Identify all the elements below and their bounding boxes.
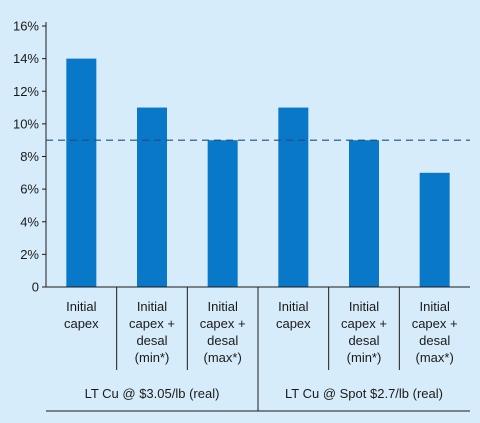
category-label: capex +	[341, 316, 387, 331]
category-label: (max*)	[204, 350, 242, 365]
y-tick-label: 8%	[20, 149, 39, 164]
category-label: capex +	[200, 316, 246, 331]
category-label: (min*)	[347, 350, 382, 365]
bars	[66, 58, 450, 287]
bar	[349, 140, 379, 287]
category-label: capex +	[129, 316, 175, 331]
category-label: desal	[419, 333, 450, 348]
category-label: (min*)	[135, 350, 170, 365]
bar	[207, 140, 238, 287]
category-label: capex	[64, 316, 99, 331]
y-tick-label: 2%	[20, 247, 39, 262]
group-label: LT Cu @ Spot $2.7/lb (real)	[285, 386, 443, 401]
y-tick-label: 12%	[13, 84, 39, 99]
y-tick-label: 10%	[13, 116, 39, 131]
category-label: Initial	[66, 299, 96, 314]
y-tick-label: 6%	[20, 182, 39, 197]
y-tick-label: 16%	[13, 19, 39, 34]
x-axis: Initial capex Initial capex + desal (min*) Ini…	[46, 286, 470, 412]
group-label: LT Cu @ $3.05/lb (real)	[85, 386, 220, 401]
category-label: (max*)	[416, 350, 454, 365]
bar	[419, 172, 450, 287]
y-tick-label: 4%	[20, 214, 39, 229]
category-label: capex	[276, 316, 311, 331]
y-tick-label: 0	[32, 280, 39, 295]
bar	[137, 107, 167, 287]
y-axis: 0 2% 4% 6% 8% 10% 12% 14% 16%	[13, 19, 47, 295]
category-label: Initial	[278, 299, 308, 314]
bar	[66, 58, 97, 287]
category-label: capex +	[412, 316, 458, 331]
bar	[278, 107, 309, 287]
category-label: desal	[136, 333, 167, 348]
category-label: desal	[207, 333, 238, 348]
y-tick-label: 14%	[13, 51, 39, 66]
category-label: Initial	[137, 299, 167, 314]
category-label: Initial	[419, 299, 449, 314]
category-label: desal	[348, 333, 379, 348]
category-label: Initial	[207, 299, 237, 314]
category-label: Initial	[349, 299, 379, 314]
